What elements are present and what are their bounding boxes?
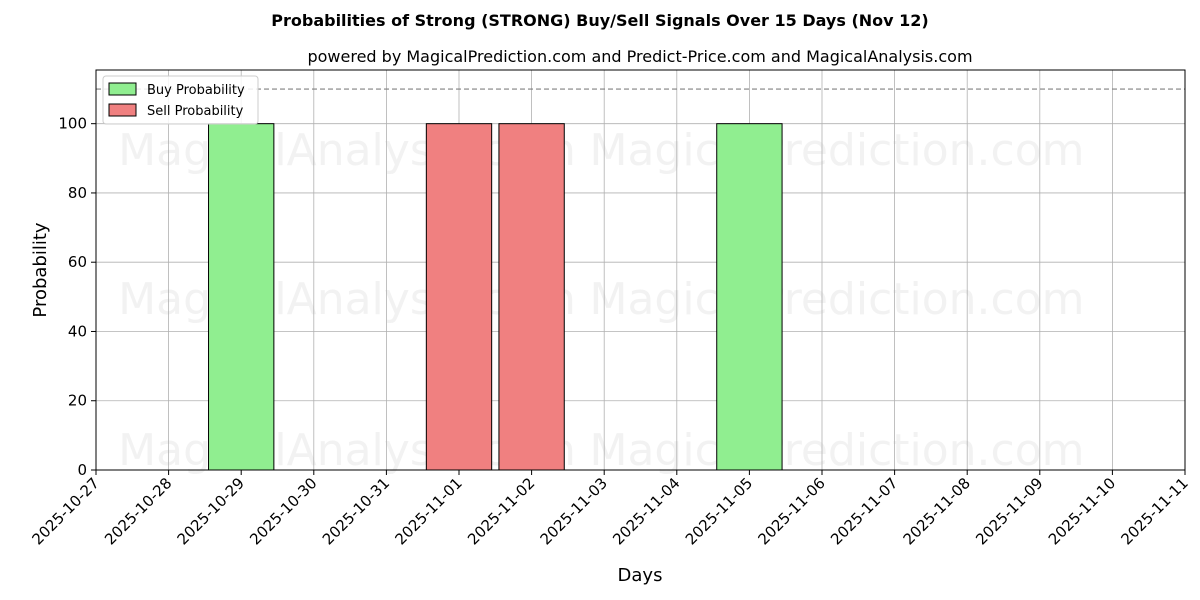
buy-bar [208, 123, 275, 471]
buy-bar [716, 123, 783, 471]
x-tick-label: 2025-11-01 [391, 474, 465, 548]
x-axis-ticks: 2025-10-272025-10-282025-10-292025-10-30… [28, 470, 1192, 548]
x-tick-label: 2025-10-30 [246, 474, 320, 548]
x-tick-label: 2025-10-31 [319, 474, 393, 548]
bars [208, 123, 783, 471]
sell-bar [425, 123, 493, 471]
y-tick-label: 20 [68, 392, 87, 410]
x-axis-label: Days [618, 565, 663, 586]
y-axis-label: Probability [30, 222, 51, 317]
y-tick-label: 0 [77, 461, 87, 479]
x-tick-label: 2025-11-04 [609, 474, 683, 548]
x-tick-label: 2025-10-27 [28, 474, 102, 548]
x-tick-label: 2025-11-08 [900, 474, 974, 548]
legend-box [102, 75, 259, 125]
sell-bar [498, 123, 565, 471]
y-tick-label: 60 [68, 253, 87, 271]
chart-title: Probabilities of Strong (STRONG) Buy/Sel… [271, 11, 928, 30]
chart-subtitle: powered by MagicalPrediction.com and Pre… [307, 47, 972, 66]
watermarks: MagicalAnalysis.com MagicalPrediction.com… [118, 125, 1084, 476]
legend: Buy Probability Sell Probability [102, 75, 259, 125]
watermark-text: MagicalPrediction.com [590, 125, 1085, 176]
plot-frame [95, 69, 1186, 471]
legend-label-buy: Buy Probability [147, 83, 245, 98]
legend-swatch-sell [108, 103, 137, 117]
watermark-text: MagicalPrediction.com [590, 274, 1085, 325]
watermark-text: MagicalPrediction.com [590, 425, 1085, 476]
x-tick-label: 2025-11-09 [972, 474, 1046, 548]
x-tick-label: 2025-11-11 [1117, 474, 1191, 548]
x-tick-label: 2025-11-03 [537, 474, 611, 548]
x-tick-label: 2025-11-10 [1045, 474, 1119, 548]
legend-swatch-buy [108, 82, 137, 96]
y-tick-label: 80 [68, 184, 87, 202]
x-tick-label: 2025-10-28 [101, 474, 175, 548]
y-tick-label: 40 [68, 322, 87, 340]
legend-label-sell: Sell Probability [147, 104, 244, 119]
y-axis-ticks: 0 20 40 60 80 100 [58, 115, 96, 479]
x-tick-label: 2025-11-07 [827, 474, 901, 548]
x-tick-label: 2025-11-02 [464, 474, 538, 548]
x-tick-label: 2025-11-06 [754, 474, 828, 548]
x-tick-label: 2025-11-05 [682, 474, 756, 548]
y-tick-label: 100 [58, 115, 87, 133]
x-tick-label: 2025-10-29 [174, 474, 248, 548]
